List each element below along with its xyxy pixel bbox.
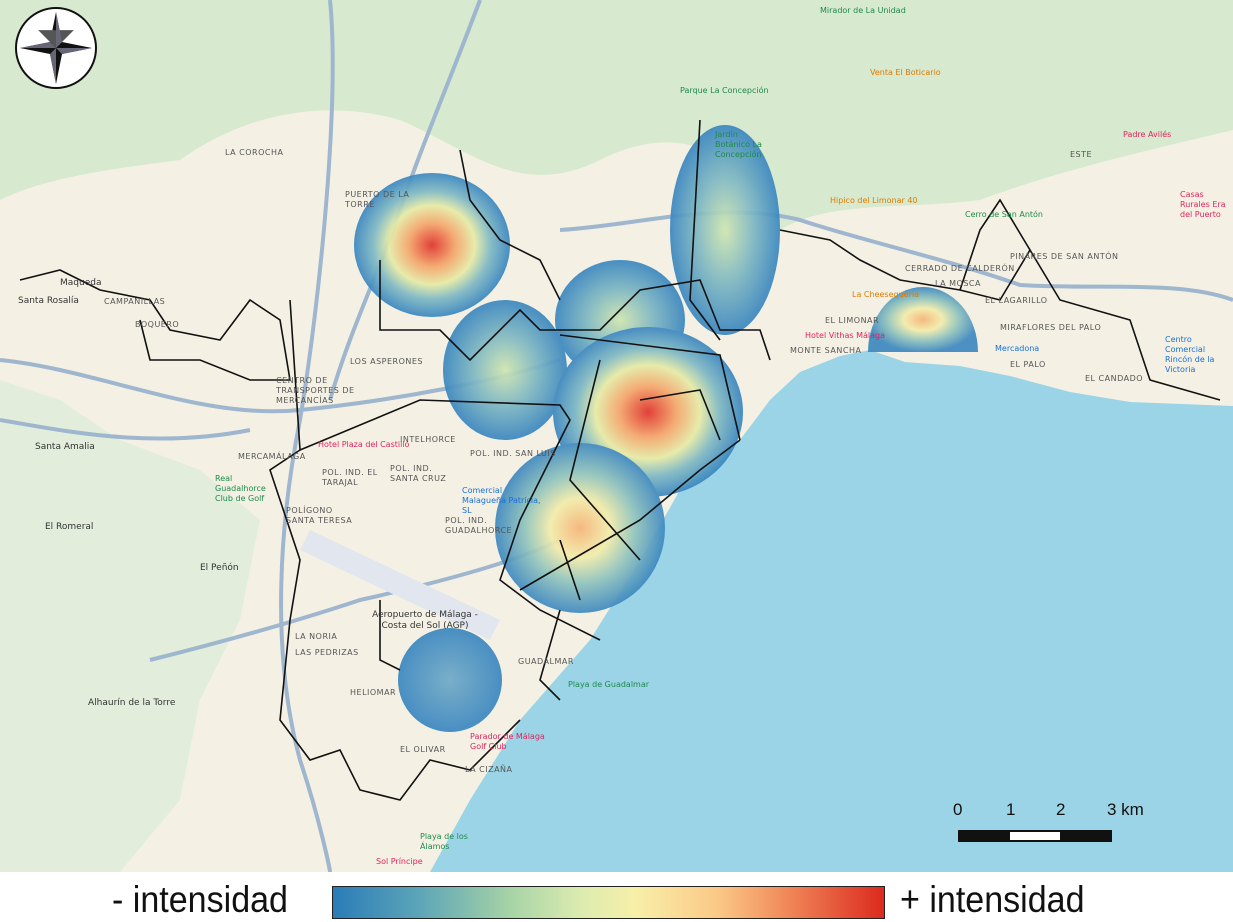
poi-hotel[interactable]: Hotel Vithas Málaga [805,331,885,340]
scale-tick: 3 km [1107,800,1144,819]
place-label: CENTRO DE TRANSPORTES DE MERCANCÍAS [276,376,355,405]
poi[interactable]: Jardín Botánico La Concepción [715,130,762,159]
place-label: EL LIMONAR [825,316,880,325]
poi[interactable]: Parque La Concepción [680,86,769,95]
legend-low-label: - intensidad [112,879,288,920]
west-green [0,380,260,872]
place-label: EL LAGARILLO [985,296,1048,305]
place-label: BOQUERO [135,320,180,329]
place-label: EL PALO [1010,360,1046,369]
poi[interactable]: Playa de Guadalmar [568,680,650,689]
legend-color-ramp [332,886,885,919]
place-label: LA MOSCA [935,279,981,288]
place-label: ESTE [1070,150,1093,159]
district-boundaries [19,119,1221,801]
place-label: POLÍGONO SANTA TERESA [286,506,353,525]
place-label: POL. IND. SANTA CRUZ [390,464,447,483]
place-label: LA NORIA [295,632,338,641]
place-label: CAMPANILLAS [104,297,166,306]
heat-hotspot-west-center [443,300,567,440]
poi[interactable]: Sol Príncipe [376,857,423,866]
place-label: EL OLIVAR [400,745,446,754]
poi[interactable]: Real Guadalhorce Club de Golf [215,474,266,503]
poi[interactable]: Casas Rurales Era del Puerto [1180,190,1226,219]
compass-rose-icon [15,7,97,89]
place-label: CERRADO DE CALDERÓN [905,264,1015,273]
poi[interactable]: Centro Comercial Rincón de la Victoria [1165,335,1215,374]
poi[interactable]: Playa de los Álamos [420,832,468,851]
place-label: MIRAFLORES DEL PALO [1000,323,1102,332]
place-label: LA COROCHA [225,148,284,157]
place-label: El Peñón [200,563,239,573]
place-label: HELIOMAR [350,688,397,697]
sea [430,350,1233,872]
place-label: GUADALMAR [518,657,574,666]
poi[interactable]: Venta El Boticario [870,68,941,77]
poi-hotel[interactable]: Hotel Plaza del Castillo [318,440,410,449]
poi[interactable]: Parador de Málaga Golf Club [470,732,545,751]
heat-hotspot-airport [398,628,502,732]
heat-hotspot-east [868,287,978,352]
airport-runway [300,530,500,640]
place-label: Aeropuerto de Málaga - Costa del Sol (AG… [372,610,478,631]
legend-high-label: + intensidad [900,879,1085,920]
place-label: LOS ASPERONES [350,357,423,366]
scale-tick: 1 [1006,800,1016,819]
place-label: LA CIZAÑA [465,765,513,774]
scale-tick: 0 [953,800,963,819]
map-canvas[interactable] [0,0,1233,872]
place-label: POL. IND. GUADALHORCE [445,516,513,535]
scale-segment [958,830,1008,842]
place-label: POL. IND. EL TARAJAL [322,468,378,487]
place-label: POL. IND. SAN LUIS [470,449,556,458]
place-label: Alhaurín de la Torre [88,698,176,708]
place-label: PINARES DE SAN ANTÓN [1010,252,1119,261]
place-label: EL CANDADO [1085,374,1144,383]
scale-bar [958,830,1112,842]
poi[interactable]: Padre Avilés [1123,130,1172,139]
place-label: MONTE SANCHA [790,346,862,355]
poi[interactable]: Cerro de San Antón [965,210,1043,219]
poi[interactable]: Comercial Malagueña Patricia, SL [462,486,541,515]
scale-segment [1062,830,1112,842]
place-label: LAS PEDRIZAS [295,648,359,657]
poi[interactable]: La Cheesequeria [852,290,919,299]
poi[interactable]: Mirador de La Unidad [820,6,906,15]
place-label: MERCAMÁLAGA [238,452,306,461]
place-label: Santa Rosalía [18,296,79,306]
poi[interactable]: Hipico del Limonar 40 [830,196,918,205]
place-label: El Romeral [45,522,94,532]
heat-hotspot-puerto-torre [354,173,510,317]
place-label: INTELHORCE [400,435,456,444]
place-label: Maqueda [60,278,102,288]
mountain-green [0,0,1233,230]
scale-tick: 2 [1056,800,1066,819]
place-label: Santa Amalia [35,442,95,452]
poi[interactable]: Mercadona [995,344,1040,353]
scale-segment [1008,830,1062,842]
place-label: PUERTO DE LA TORRE [345,190,410,209]
